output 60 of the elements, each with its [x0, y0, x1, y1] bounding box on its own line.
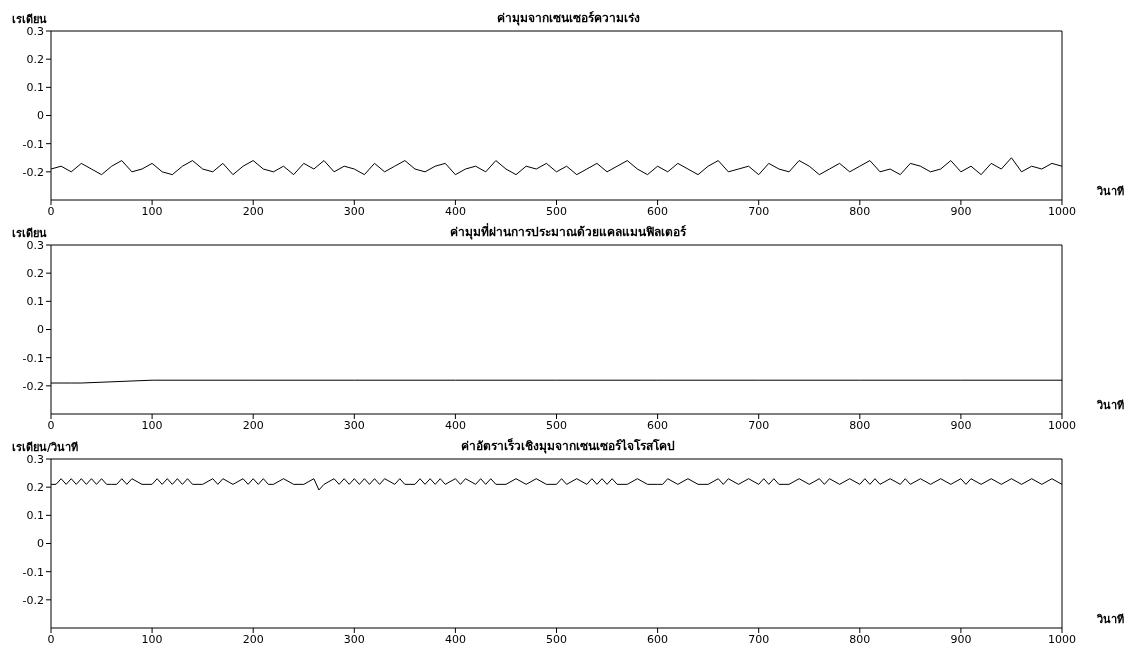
chart-title: ค่าอัตราเร็วเชิงมุมจากเซนเซอร์ไจโรสโคป [461, 439, 675, 453]
x-tick-label: 0 [47, 632, 55, 646]
x-tick-label: 100 [141, 204, 163, 218]
x-tick-label: 800 [849, 204, 871, 218]
y-tick-label: -0.2 [22, 593, 44, 607]
x-tick-label: 200 [242, 418, 264, 432]
x-tick-label: 1000 [1048, 632, 1076, 646]
chart-title: ค่ามุมที่ผ่านการประมาณด้วยแคลแมนฟิลเตอร์ [450, 225, 686, 239]
y-tick-label: -0.2 [22, 165, 44, 179]
y-tick-label: 0.1 [26, 81, 44, 95]
y-tick-label: -0.1 [22, 351, 44, 365]
y-tick-label: 0.1 [26, 509, 44, 523]
y-tick-label: 0 [37, 109, 44, 123]
x-tick-label: 600 [647, 632, 669, 646]
y-tick-label: 0.2 [26, 481, 44, 495]
x-tick-label: 1000 [1048, 418, 1076, 432]
x-tick-label: 400 [444, 418, 466, 432]
y-tick-label: -0.1 [22, 137, 44, 151]
y-tick-label: 0 [37, 323, 44, 337]
x-tick-label: 900 [950, 204, 972, 218]
x-tick-label: 800 [849, 632, 871, 646]
x-tick-label: 500 [546, 632, 567, 646]
x-tick-label: 400 [444, 204, 466, 218]
x-tick-label: 800 [849, 418, 871, 432]
x-tick-label: 500 [546, 418, 567, 432]
y-tick-label: 0 [37, 537, 44, 551]
x-tick-label: 300 [343, 418, 365, 432]
x-tick-label: 100 [141, 632, 163, 646]
y-axis-title: เรเดียน/วินาที [12, 440, 79, 455]
x-tick-label: 700 [748, 204, 770, 218]
y-tick-label: -0.1 [22, 565, 44, 579]
y-tick-label: 0.3 [26, 24, 44, 38]
x-tick-label: 0 [47, 418, 55, 432]
y-tick-label: 0.3 [26, 452, 44, 466]
y-tick-label: -0.2 [22, 379, 44, 393]
x-tick-label: 600 [647, 418, 669, 432]
x-tick-label: 400 [444, 632, 466, 646]
x-tick-label: 600 [647, 204, 669, 218]
x-axis-title: วินาที [1097, 612, 1124, 628]
x-tick-label: 200 [242, 632, 264, 646]
y-axis-title: เรเดียน [12, 12, 47, 27]
y-axis-title: เรเดียน [12, 226, 47, 241]
y-tick-label: 0.1 [26, 295, 44, 309]
x-tick-label: 700 [748, 418, 770, 432]
x-tick-label: 700 [748, 632, 770, 646]
x-tick-label: 900 [950, 418, 972, 432]
x-tick-label: 900 [950, 632, 972, 646]
y-tick-label: 0.2 [26, 267, 44, 281]
x-axis-title: วินาที [1097, 184, 1124, 200]
x-tick-label: 500 [546, 204, 567, 218]
chart-title: ค่ามุมจากเซนเซอร์ความเร่ง [496, 11, 640, 25]
x-tick-label: 300 [343, 204, 365, 218]
x-tick-label: 100 [141, 418, 163, 432]
x-tick-label: 200 [242, 204, 264, 218]
x-tick-label: 0 [47, 204, 55, 218]
x-tick-label: 1000 [1048, 204, 1076, 218]
y-tick-label: 0.3 [26, 238, 44, 252]
x-axis-title: วินาที [1097, 398, 1124, 414]
y-tick-label: 0.2 [26, 53, 44, 67]
x-tick-label: 300 [343, 632, 365, 646]
